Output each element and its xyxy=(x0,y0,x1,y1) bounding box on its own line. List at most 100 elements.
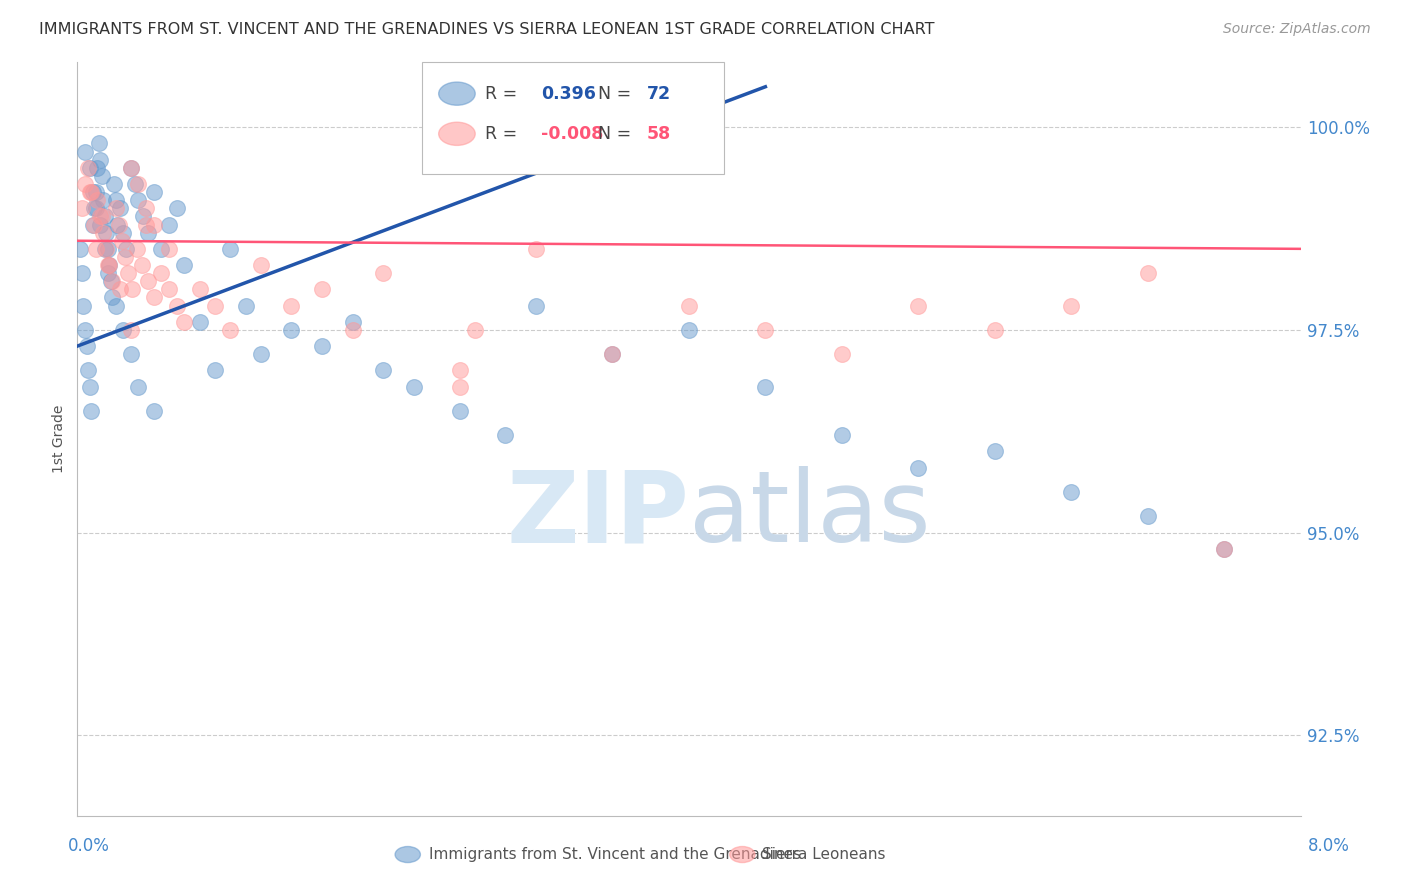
Point xyxy=(103,177,125,191)
Point xyxy=(342,323,364,337)
Point xyxy=(79,379,101,393)
Point xyxy=(311,339,333,353)
Point xyxy=(96,242,118,256)
Text: 72: 72 xyxy=(647,85,671,103)
Point xyxy=(142,185,165,199)
Point xyxy=(89,210,111,224)
Point xyxy=(219,323,242,337)
Point xyxy=(105,218,128,232)
Point xyxy=(1060,485,1083,500)
Point xyxy=(157,242,180,256)
Point xyxy=(449,404,471,418)
Point xyxy=(311,282,333,296)
Point xyxy=(150,242,173,256)
Text: Sierra Leoneans: Sierra Leoneans xyxy=(762,847,886,862)
Text: 58: 58 xyxy=(647,125,671,143)
Point xyxy=(188,282,211,296)
Point xyxy=(89,153,111,167)
Point xyxy=(204,363,226,377)
Point xyxy=(80,404,103,418)
Point xyxy=(77,161,100,175)
Point xyxy=(150,266,173,280)
Point xyxy=(120,161,142,175)
Point xyxy=(104,299,127,313)
Point xyxy=(342,315,364,329)
Point xyxy=(84,202,107,216)
Point xyxy=(108,282,131,296)
Point xyxy=(602,347,624,361)
Point xyxy=(204,299,226,313)
Point xyxy=(524,299,547,313)
Point xyxy=(127,177,149,191)
Text: -0.008: -0.008 xyxy=(541,125,603,143)
Point xyxy=(402,379,425,393)
Point xyxy=(678,323,700,337)
Point xyxy=(131,258,153,272)
Y-axis label: 1st Grade: 1st Grade xyxy=(52,405,66,474)
Point xyxy=(90,210,112,224)
Point xyxy=(142,404,165,418)
Text: IMMIGRANTS FROM ST. VINCENT AND THE GRENADINES VS SIERRA LEONEAN 1ST GRADE CORRE: IMMIGRANTS FROM ST. VINCENT AND THE GREN… xyxy=(39,22,935,37)
Point xyxy=(77,363,100,377)
Point xyxy=(125,242,148,256)
Point xyxy=(135,218,157,232)
Point xyxy=(831,428,853,442)
Point xyxy=(984,444,1007,458)
Point xyxy=(104,202,127,216)
Point xyxy=(136,226,159,240)
Point xyxy=(250,258,273,272)
Text: atlas: atlas xyxy=(689,467,931,563)
Point xyxy=(107,218,129,232)
Point xyxy=(91,193,114,207)
Point xyxy=(120,347,142,361)
Point xyxy=(280,323,302,337)
Point xyxy=(111,234,134,248)
Point xyxy=(166,202,188,216)
Point xyxy=(449,363,471,377)
Point xyxy=(76,339,98,353)
Point xyxy=(89,218,111,232)
Text: N =: N = xyxy=(598,85,631,103)
Point xyxy=(495,428,517,442)
Point xyxy=(1136,509,1159,524)
Point xyxy=(1213,541,1236,556)
Point xyxy=(79,161,101,175)
Point xyxy=(108,202,131,216)
Point xyxy=(127,379,149,393)
Point xyxy=(83,202,105,216)
Point xyxy=(602,347,624,361)
Point xyxy=(219,242,242,256)
Point xyxy=(173,315,195,329)
Point xyxy=(79,185,101,199)
Point xyxy=(112,323,135,337)
Point xyxy=(101,290,124,304)
Point xyxy=(754,379,776,393)
Text: N =: N = xyxy=(598,125,631,143)
Point xyxy=(449,379,471,393)
Point xyxy=(101,274,124,288)
Point xyxy=(80,185,103,199)
Point xyxy=(173,258,195,272)
Point xyxy=(87,136,110,151)
Point xyxy=(188,315,211,329)
Point xyxy=(94,242,117,256)
Point xyxy=(120,161,142,175)
Point xyxy=(135,202,157,216)
Point xyxy=(120,323,142,337)
Point xyxy=(70,202,93,216)
Point xyxy=(84,242,107,256)
Point xyxy=(524,242,547,256)
Point xyxy=(1060,299,1083,313)
Text: Immigrants from St. Vincent and the Grenadines: Immigrants from St. Vincent and the Gren… xyxy=(429,847,801,862)
Point xyxy=(72,299,94,313)
Text: R =: R = xyxy=(485,85,517,103)
Point xyxy=(91,226,114,240)
Point xyxy=(132,210,155,224)
Point xyxy=(127,193,149,207)
Point xyxy=(157,218,180,232)
Point xyxy=(97,242,120,256)
Point xyxy=(82,218,104,232)
Point xyxy=(97,258,120,272)
Point xyxy=(754,323,776,337)
Point xyxy=(166,299,188,313)
